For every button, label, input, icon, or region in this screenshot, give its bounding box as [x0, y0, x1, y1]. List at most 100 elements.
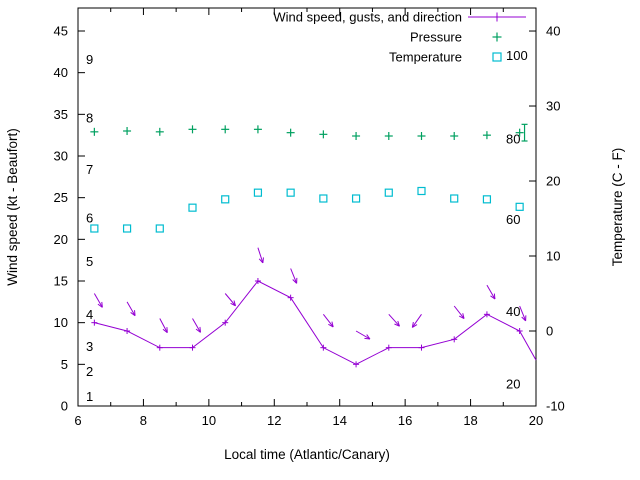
fahrenheit-scale-label: 100	[506, 48, 528, 63]
wind-direction-arrowhead	[521, 316, 526, 322]
legend-label: Pressure	[410, 30, 462, 45]
x-tick-label: 10	[202, 413, 216, 428]
wind-direction-arrowhead	[199, 326, 201, 333]
wind-direction-arrow	[388, 313, 400, 327]
wind-direction-arrow	[93, 293, 103, 308]
x-tick-label: 16	[398, 413, 412, 428]
temperature-point-marker	[351, 194, 361, 203]
wind-direction-arrowhead	[462, 313, 465, 319]
beaufort-scale-label: 6	[86, 211, 93, 226]
y-left-tick-label: 35	[54, 107, 68, 122]
y-right-axis	[529, 30, 536, 407]
wind-direction-arrowhead	[101, 301, 103, 308]
wind-direction-arrowhead	[458, 315, 465, 320]
y-right-tick-label: 30	[546, 99, 560, 114]
temperature-point-marker	[155, 224, 164, 233]
beaufort-scale-label: 1	[86, 389, 93, 404]
y-right-tick-label: 40	[546, 24, 560, 39]
y-left-tick-label: 0	[61, 399, 68, 414]
temperature-point-marker	[319, 194, 328, 203]
wind-direction-arrow	[486, 284, 496, 300]
wind-direction-arrows	[93, 247, 527, 340]
wind-direction-arrowhead	[412, 324, 418, 328]
y-right-tick-label: 0	[546, 324, 553, 339]
y-left-tick-label: 10	[54, 315, 68, 330]
x-axis	[77, 8, 537, 406]
y-left-tick-label: 5	[61, 357, 68, 372]
beaufort-scale-label: 3	[86, 339, 93, 354]
wind-direction-arrowhead	[230, 302, 236, 307]
y-right-tick-label: -10	[546, 399, 565, 414]
wind-direction-arrow	[355, 330, 371, 340]
wind-direction-arrowhead	[233, 300, 236, 306]
y-left-tick-label: 20	[54, 232, 68, 247]
temperature-point-marker	[384, 188, 393, 197]
y-left-tick-label: 40	[54, 65, 68, 80]
wind-direction-arrow	[159, 318, 168, 333]
wind-direction-arrowhead	[411, 321, 414, 328]
temperature-point-marker	[221, 195, 230, 204]
temperature-point-marker	[515, 202, 524, 211]
beaufort-scale-label: 8	[86, 111, 93, 126]
wind-direction-arrow	[453, 305, 465, 319]
legend-temperature-marker	[492, 52, 502, 62]
temperature-point-marker	[286, 188, 295, 197]
wind-direction-arrowhead	[490, 295, 496, 300]
temperature-point-marker	[482, 195, 492, 204]
wind-direction-arrowhead	[331, 321, 334, 328]
temperature-point-marker	[450, 194, 459, 203]
x-tick-label: 14	[332, 413, 346, 428]
wind-direction-arrow	[519, 305, 527, 322]
x-tick-label: 12	[267, 413, 281, 428]
x-axis-title: Local time (Atlantic/Canary)	[224, 447, 390, 462]
fahrenheit-scale-label: 60	[506, 212, 520, 227]
y-left-tick-label: 30	[54, 149, 68, 164]
wind-direction-arrowhead	[195, 328, 201, 333]
wind-series	[91, 278, 537, 368]
beaufort-scale-label: 2	[86, 364, 93, 379]
right-axis-title: Temperature (C - F)	[610, 148, 625, 267]
temperature-point-marker	[188, 203, 197, 212]
legend-label: Temperature	[389, 50, 462, 65]
y-right-tick-label: 10	[546, 249, 560, 264]
left-axis-title: Wind speed (kt - Beaufort)	[5, 128, 20, 286]
wind-direction-arrow	[290, 268, 298, 284]
wind-direction-arrowhead	[292, 279, 297, 284]
legend-label: Wind speed, gusts, and direction	[273, 10, 462, 25]
beaufort-scale-label: 7	[86, 162, 93, 177]
y-left-tick-label: 45	[54, 24, 68, 39]
wind-direction-arrowhead	[394, 323, 400, 327]
wind-direction-arrow	[224, 293, 236, 307]
wind-direction-arrowhead	[262, 257, 264, 263]
wind-direction-arrowhead	[493, 293, 496, 300]
wind-direction-arrowhead	[130, 312, 136, 317]
beaufort-scale-label: 9	[86, 52, 93, 67]
wind-direction-arrow	[257, 247, 264, 264]
fahrenheit-scale-label: 40	[506, 304, 520, 319]
fahrenheit-scale-label: 20	[506, 376, 520, 391]
temperature-point-marker	[253, 188, 263, 197]
wind-direction-arrowhead	[366, 334, 371, 340]
wind-direction-arrowhead	[397, 320, 400, 327]
y-right-tick-label: 20	[546, 174, 560, 189]
y-left-tick-label: 25	[54, 190, 68, 205]
plot-border	[77, 7, 537, 407]
temperature-point-marker	[417, 186, 426, 196]
x-tick-label: 8	[140, 413, 147, 428]
wind-direction-arrow	[411, 314, 422, 328]
temperature-point-marker	[122, 224, 132, 233]
y-left-axis	[78, 30, 85, 407]
wind-direction-arrow	[126, 301, 136, 316]
wind-direction-arrowhead	[97, 303, 103, 308]
temperature-point-marker	[90, 224, 99, 233]
fahrenheit-scale-label: 80	[506, 131, 520, 146]
beaufort-scale-label: 5	[86, 254, 93, 269]
wind-direction-arrow	[192, 318, 201, 333]
wind-direction-arrowhead	[134, 310, 136, 316]
wind-direction-arrow	[322, 314, 334, 328]
pressure-series	[90, 123, 528, 142]
x-tick-label: 20	[529, 413, 543, 428]
wind-direction-arrowhead	[162, 328, 168, 334]
